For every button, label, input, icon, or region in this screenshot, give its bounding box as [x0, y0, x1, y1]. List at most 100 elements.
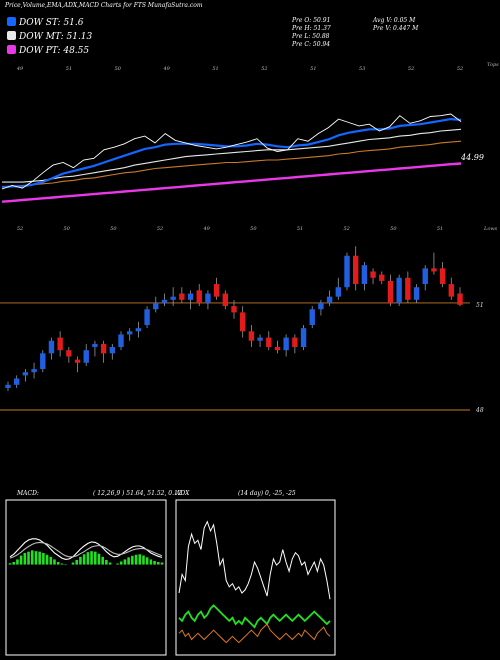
candle-body	[153, 302, 159, 310]
ema-line-lt	[2, 140, 462, 187]
macd-params: ( 12,26,9 ) 51.64, 51.52, 0.12	[93, 490, 182, 497]
legend-dow-pt-label: DOW PT: 48.55	[19, 46, 90, 56]
candle-body	[66, 350, 72, 357]
dow-pt-swatch	[7, 45, 16, 54]
candle-body	[170, 296, 176, 300]
price-top-tick: 50	[63, 226, 70, 232]
legend-dow-mt: DOW MT: 51.13	[7, 31, 92, 42]
stat-volume: Pre V: 0.447 M	[373, 25, 419, 32]
candle-body	[57, 337, 63, 351]
candle-body	[370, 271, 376, 278]
ema-top-tick: 50	[115, 66, 122, 72]
candle-body	[257, 337, 263, 341]
candle-body	[266, 337, 272, 348]
candle-body	[335, 287, 342, 297]
candle-body	[144, 309, 150, 325]
candle-body	[448, 284, 455, 297]
ema-top-tick: 49	[16, 66, 24, 72]
ema-line-mt	[2, 128, 462, 183]
price-top-tick: 51	[297, 226, 303, 232]
ema-top-tick: 51	[310, 66, 316, 72]
candle-body	[387, 280, 394, 303]
candle-body	[457, 293, 463, 305]
adx-panel	[175, 499, 336, 656]
ema-right-label: 44.99	[460, 153, 484, 162]
ema-top-tick: 52	[261, 66, 267, 72]
adx-line-plus_di	[178, 604, 331, 629]
candle-body	[109, 347, 116, 354]
candle-body	[48, 340, 55, 354]
candle-body	[239, 312, 246, 332]
ema-top-right-label: Tops	[487, 62, 499, 68]
ema-top-tick: 53	[359, 66, 365, 72]
candle-body	[300, 328, 307, 348]
candle-body	[205, 293, 211, 303]
price-top-tick: 49	[202, 226, 210, 232]
price-top-right-label: Lows	[483, 226, 498, 232]
stat-close: Pre C: 50.94	[292, 41, 331, 48]
price-top-tick: 52	[157, 226, 163, 232]
candle-body	[179, 293, 185, 300]
price-top-tick: 52	[343, 226, 349, 232]
candle-body	[248, 331, 255, 341]
candle-body	[318, 302, 324, 310]
adx-line-adx	[178, 520, 331, 600]
stat-open: Pre O: 50.91	[292, 17, 331, 24]
price-top-tick: 50	[390, 226, 397, 232]
candle-body	[92, 343, 98, 348]
candle-body	[222, 293, 229, 307]
candle-body	[326, 296, 333, 303]
adx-params: (14 day) 0, -25, -25	[238, 490, 296, 497]
candle-body	[196, 290, 202, 303]
candle-body	[74, 359, 81, 363]
candle-body	[187, 293, 194, 300]
candle-body	[213, 284, 220, 297]
candle-body	[309, 309, 315, 325]
ema-top-tick: 51	[66, 66, 72, 72]
price-top-tick: 51	[437, 226, 443, 232]
ema-top-tick: 51	[212, 66, 218, 72]
adx-frame	[175, 499, 336, 656]
legend-dow-mt-label: DOW MT: 51.13	[19, 32, 93, 42]
candle-body	[5, 384, 11, 388]
candle-body	[283, 337, 289, 351]
ema-line-pt	[1, 162, 462, 203]
adx-label: ADX	[176, 490, 190, 497]
candle-body	[83, 350, 89, 363]
ema-top-tick: 52	[457, 66, 463, 72]
ema-line-price	[1, 113, 462, 190]
chart-title: Price,Volume,EMA,ADX,MACD Charts for FTS…	[5, 2, 203, 9]
candle-body	[13, 378, 20, 385]
price-right-label-48: 48	[475, 407, 484, 414]
adx-line-minus_di	[178, 623, 331, 644]
ema-top-tick: 49	[162, 66, 170, 72]
candle-body	[413, 287, 420, 300]
legend-dow-pt: DOW PT: 48.55	[7, 45, 89, 56]
candle-body	[344, 255, 350, 288]
candle-body	[231, 306, 237, 313]
macd-frame	[5, 499, 167, 656]
candle-body	[161, 299, 168, 303]
candle-body	[22, 372, 29, 376]
macd-panel	[5, 499, 167, 656]
candle-body	[405, 277, 411, 300]
candle-body	[379, 274, 385, 281]
macd-label: MACD:	[17, 490, 39, 497]
candle-body	[422, 268, 428, 285]
macd-line-signal	[9, 541, 163, 559]
stat-avg-volume: Avg V: 0.05 M	[373, 17, 416, 24]
candle-body	[31, 369, 37, 373]
price-panel: 52 50 50 52 49 50 51 52 50 51 Lows 51 48	[0, 226, 498, 414]
candle-body	[126, 331, 133, 335]
candle-body	[439, 268, 446, 285]
price-top-tick: 52	[17, 226, 23, 232]
candle-body	[352, 255, 359, 285]
candle-body	[118, 334, 124, 348]
price-top-tick: 50	[250, 226, 257, 232]
price-right-label-51: 51	[476, 302, 484, 309]
candle-body	[40, 353, 46, 370]
candle-body	[361, 265, 368, 285]
dow-st-swatch	[7, 17, 16, 26]
candle-body	[396, 277, 402, 303]
